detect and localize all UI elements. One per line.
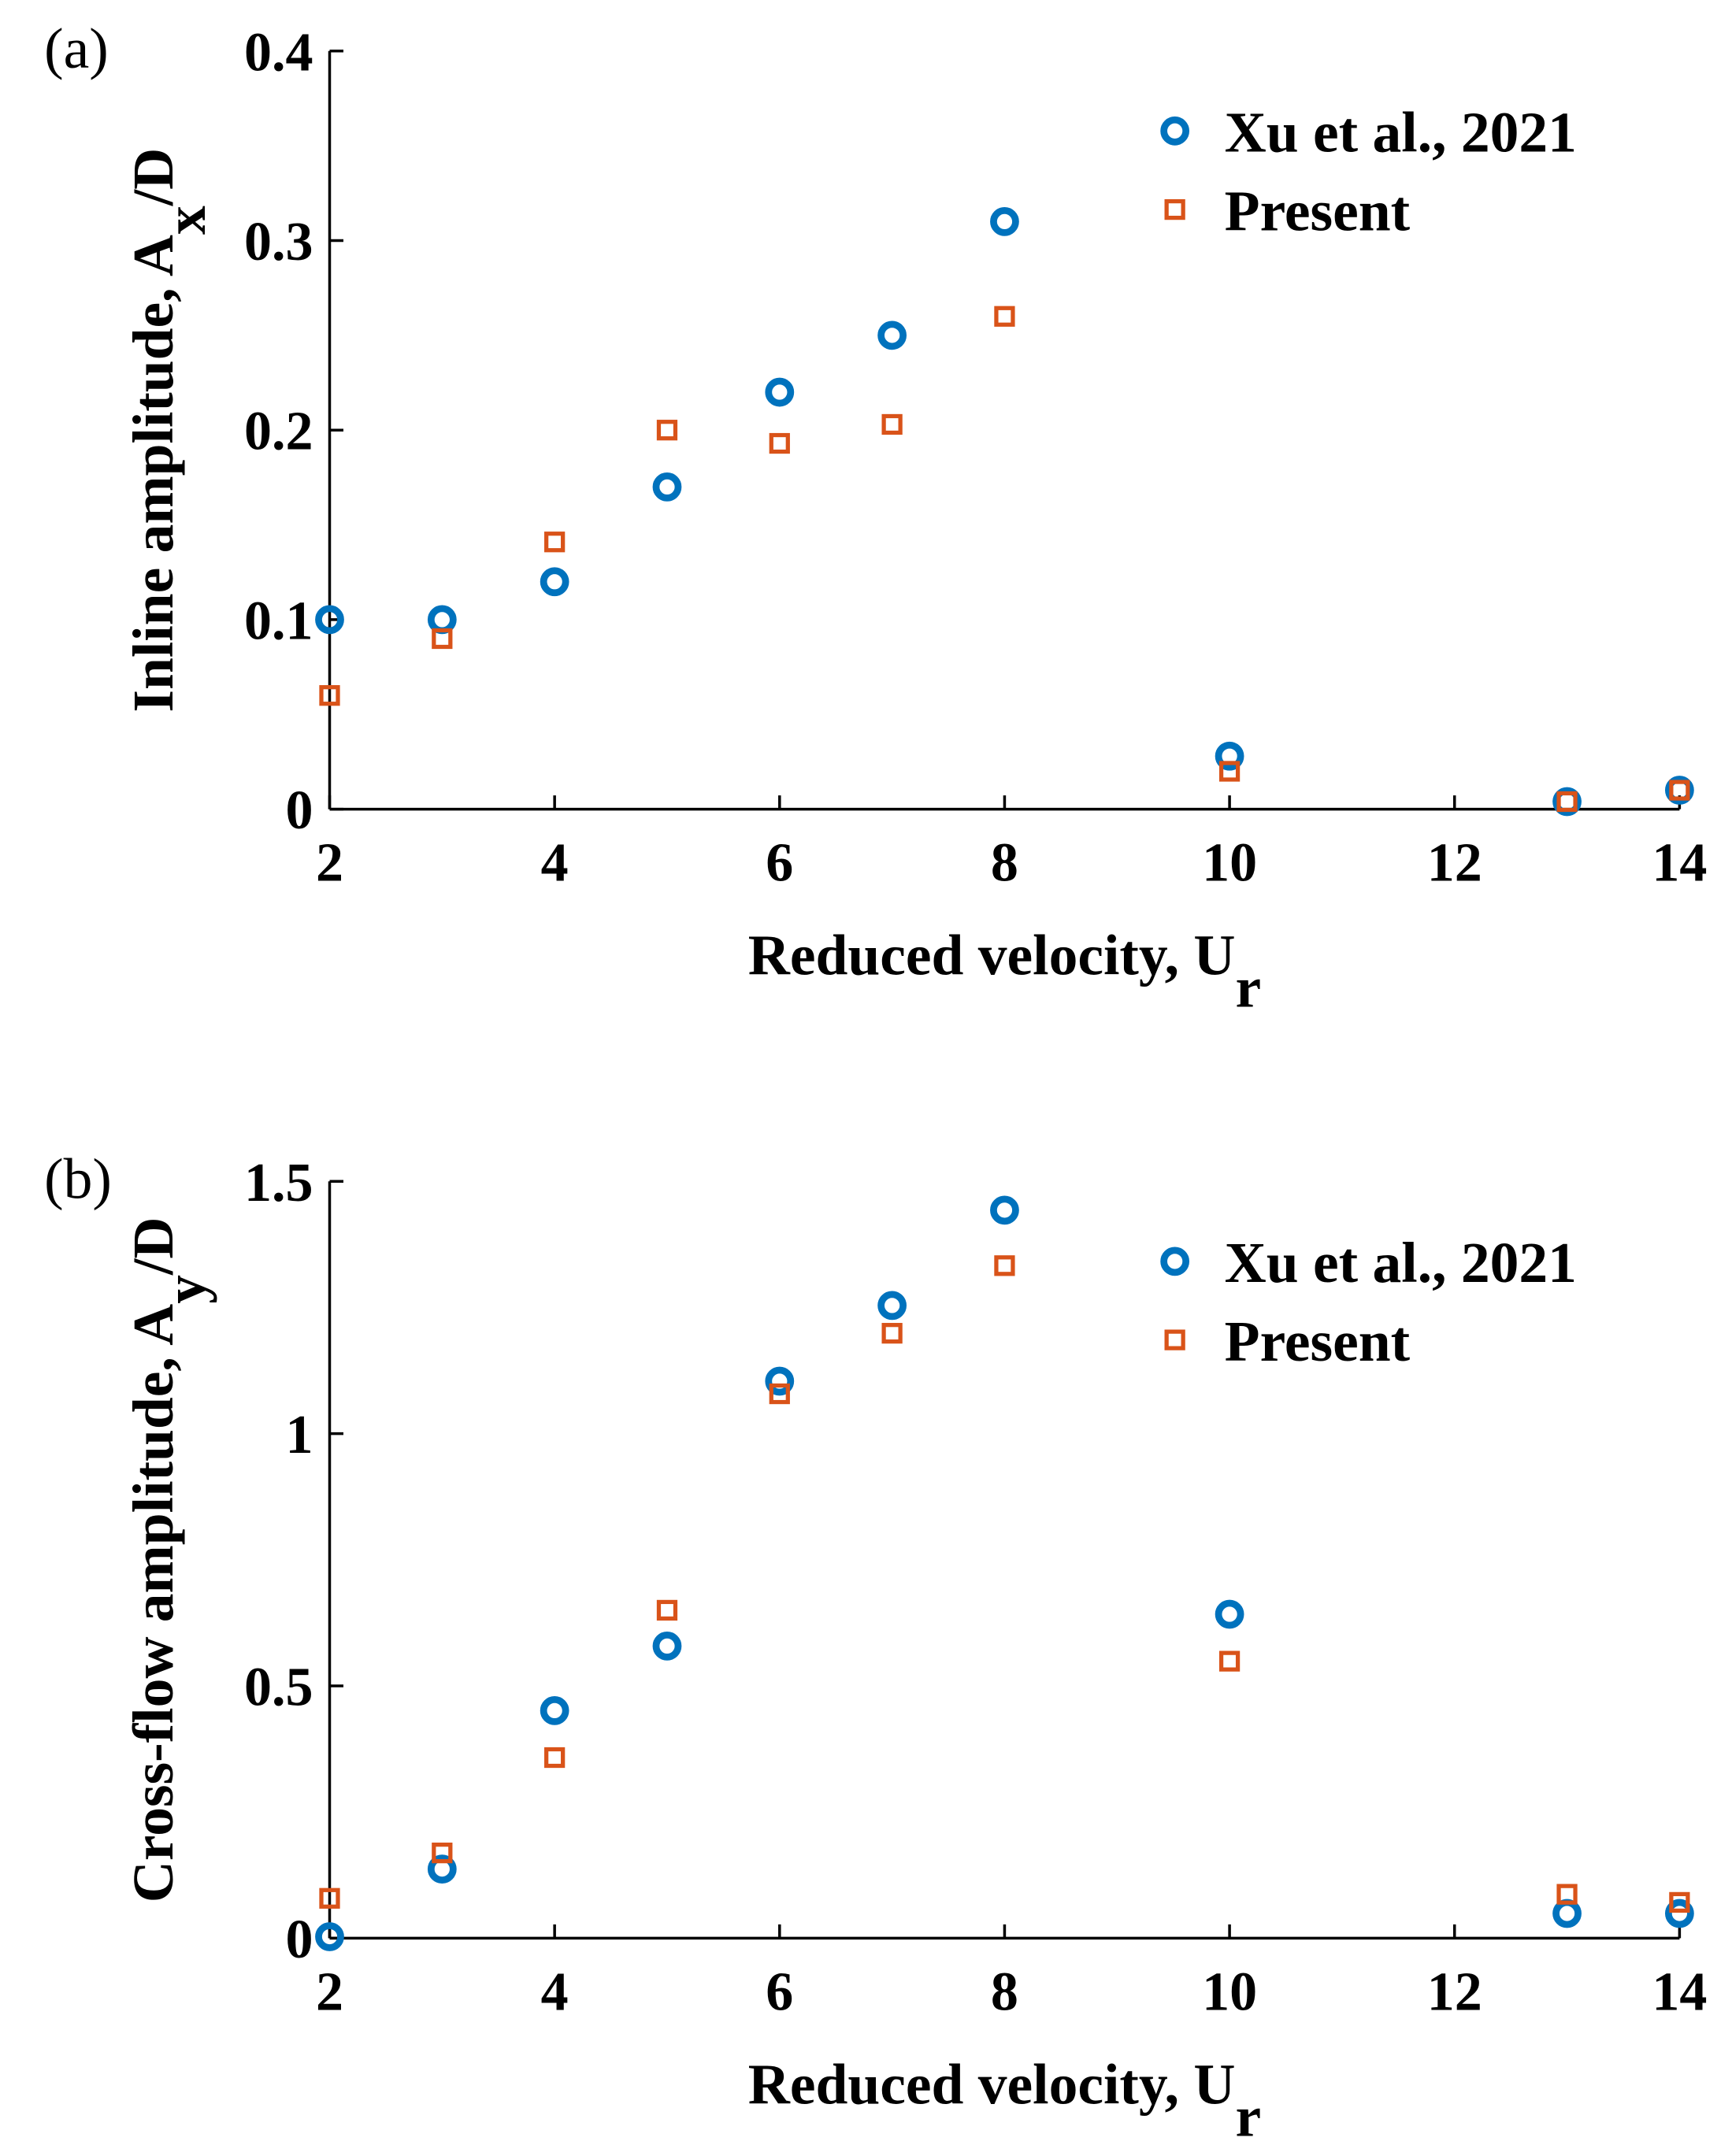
x-tick-label: 8 <box>991 1962 1018 2022</box>
marker <box>540 567 569 597</box>
marker <box>1664 1899 1694 1928</box>
marker <box>544 1747 566 1769</box>
legend-label: Present <box>1225 178 1411 243</box>
x-axis-label: Reduced velocity, Ur <box>748 923 1261 1020</box>
x-tick-label: 4 <box>541 1962 569 2022</box>
marker <box>315 605 344 635</box>
marker <box>1215 1599 1244 1629</box>
marker <box>1664 776 1694 805</box>
marker <box>656 1599 678 1621</box>
x-tick-label: 14 <box>1652 1962 1707 2022</box>
marker <box>1218 761 1241 782</box>
y-axis-label: Cross-flow amplitude, Ay/D <box>121 1217 217 1902</box>
marker <box>765 377 795 407</box>
x-axis-label: Reduced velocity, Ur <box>748 2051 1261 2148</box>
y-axis-label-part: y <box>153 1275 217 1304</box>
y-tick-label: 0.3 <box>244 212 313 272</box>
panel-label: (a) <box>44 16 109 80</box>
y-tick-label: 1.5 <box>244 1153 313 1213</box>
y-axis-label-part: Inline amplitude, A <box>121 235 185 713</box>
marker <box>432 1842 453 1864</box>
marker <box>319 685 340 706</box>
x-axis-label-part: Reduced velocity, U <box>748 923 1236 987</box>
x-tick-label: 8 <box>991 833 1018 894</box>
y-axis-label-part: /D <box>121 148 185 207</box>
x-tick-label: 10 <box>1202 833 1257 894</box>
x-tick-label: 4 <box>541 833 569 894</box>
marker <box>1552 787 1582 817</box>
x-axis-label-part: r <box>1235 2084 1261 2148</box>
marker <box>877 320 907 350</box>
x-axis-label-part: Reduced velocity, U <box>748 2051 1236 2116</box>
x-tick-label: 14 <box>1652 833 1707 894</box>
marker <box>881 413 903 435</box>
marker <box>990 1195 1019 1225</box>
panel: (b) 0 0.5 1 1.5 2 4 6 8 10 12 14 Reduced velocity, U… <box>44 1146 1707 2148</box>
y-axis-label-part: /D <box>121 1217 185 1276</box>
marker <box>1552 1899 1582 1928</box>
legend-marker <box>1164 1329 1185 1350</box>
marker <box>652 472 682 502</box>
marker <box>427 1854 457 1884</box>
marker <box>769 1383 790 1405</box>
x-tick-label: 2 <box>316 833 343 894</box>
marker <box>656 420 678 441</box>
marker <box>1218 1650 1241 1672</box>
marker <box>652 1632 682 1661</box>
y-tick-label: 1 <box>285 1405 313 1465</box>
legend-label: Xu et al., 2021 <box>1225 1230 1577 1295</box>
x-tick-label: 6 <box>766 1962 793 2022</box>
marker <box>877 1291 907 1321</box>
y-tick-label: 0 <box>285 780 313 841</box>
y-tick-label: 0 <box>285 1910 313 1970</box>
y-axis-label-part: Cross-flow amplitude, A <box>121 1304 185 1902</box>
legend-label: Xu et al., 2021 <box>1225 100 1577 165</box>
marker <box>432 628 453 650</box>
marker <box>540 1696 569 1725</box>
marker <box>765 1366 795 1396</box>
legend-label: Present <box>1225 1309 1411 1373</box>
legend-marker <box>1160 116 1190 146</box>
marker <box>1669 780 1690 801</box>
marker <box>544 532 566 553</box>
y-tick-label: 0.2 <box>244 402 313 462</box>
legend-marker <box>1160 1247 1190 1276</box>
marker <box>1556 791 1578 813</box>
marker <box>1556 1884 1578 1905</box>
marker <box>319 1887 340 1909</box>
x-tick-label: 10 <box>1202 1962 1257 2022</box>
y-axis-label: Inline amplitude, Ax/D <box>121 148 217 713</box>
y-tick-label: 0.1 <box>244 591 313 651</box>
panel: (a) 0 0.1 0.2 0.3 0.4 2 4 6 8 10 12 14 Reduced veloci… <box>44 16 1707 1020</box>
x-tick-label: 2 <box>316 1962 343 2022</box>
y-axis-label-part: x <box>153 206 217 235</box>
x-tick-label: 12 <box>1427 833 1482 894</box>
marker <box>1215 741 1244 771</box>
y-tick-label: 0.4 <box>244 22 313 83</box>
marker <box>994 1255 1015 1276</box>
marker <box>990 207 1019 236</box>
x-axis-label-part: r <box>1235 955 1261 1020</box>
marker <box>1669 1891 1690 1913</box>
legend-marker <box>1164 198 1185 220</box>
x-tick-label: 12 <box>1427 1962 1482 2022</box>
marker <box>315 1922 344 1951</box>
x-tick-label: 6 <box>766 833 793 894</box>
marker <box>769 432 790 454</box>
panel-label: (b) <box>44 1146 112 1210</box>
marker <box>994 306 1015 327</box>
y-tick-label: 0.5 <box>244 1658 313 1718</box>
marker <box>427 605 457 635</box>
marker <box>881 1323 903 1344</box>
